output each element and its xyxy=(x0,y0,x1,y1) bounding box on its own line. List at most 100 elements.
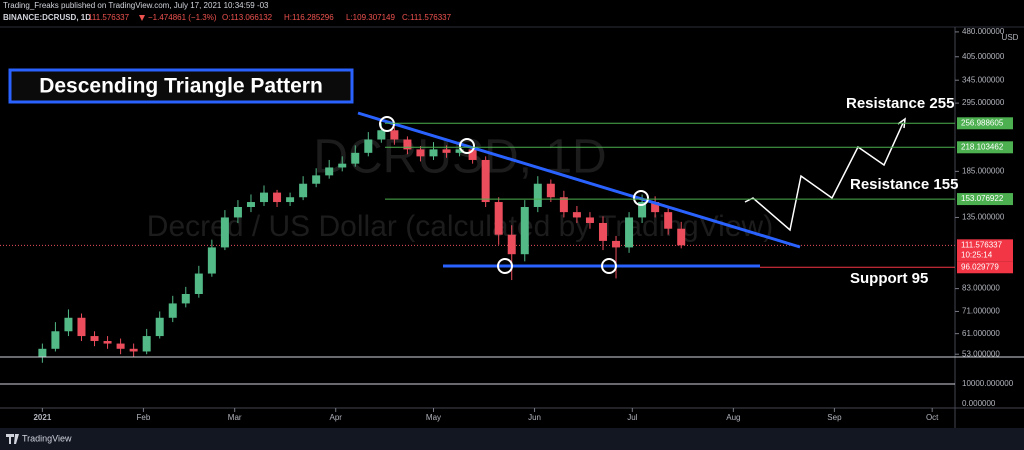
y-tick-label: 61.000000 xyxy=(962,329,1000,338)
level-label: 256.988605 xyxy=(961,118,1004,127)
level-label-bg xyxy=(957,141,1013,154)
level-label-bg xyxy=(957,261,1013,274)
high: H:116.285296 xyxy=(284,13,334,22)
candle-body xyxy=(299,183,308,198)
candle-body xyxy=(377,130,386,140)
chart-title: Descending Triangle Pattern xyxy=(39,75,323,98)
candle-body xyxy=(129,348,138,352)
level-label-bg xyxy=(957,117,1013,130)
candle-body xyxy=(77,317,86,337)
candle-body xyxy=(468,149,477,160)
candle-body xyxy=(168,303,177,318)
candle-body xyxy=(51,331,60,349)
brand: TradingView xyxy=(22,433,72,443)
level-label: 153.076922 xyxy=(961,194,1004,203)
y2-tick-label: 10000.000000 xyxy=(962,379,1014,388)
candle-body xyxy=(429,149,438,157)
projection-arrow xyxy=(897,117,906,129)
candle-body xyxy=(598,222,607,241)
candle-body xyxy=(364,139,373,153)
x-tick-label: 2021 xyxy=(33,413,51,422)
published: Trading_Freaks published on TradingView.… xyxy=(3,1,269,10)
y-tick-label: 53.000000 xyxy=(962,349,1000,358)
y-tick-label: 405.000000 xyxy=(962,52,1005,61)
down-arrow xyxy=(139,15,145,21)
candle-body xyxy=(559,197,568,213)
x-tick-label: Sep xyxy=(827,413,842,422)
x-tick-label: Jun xyxy=(528,413,541,422)
close: C:111.576337 xyxy=(402,13,452,22)
candle-body xyxy=(625,217,634,248)
logo xyxy=(6,434,19,444)
axis-unit: USD xyxy=(1002,33,1019,42)
candle-body xyxy=(103,341,112,344)
candle-body xyxy=(312,175,321,184)
candle-body xyxy=(651,202,660,213)
level-label: 96.029779 xyxy=(961,262,999,271)
y-tick-label: 71.000000 xyxy=(962,307,1000,316)
candle-body xyxy=(90,336,99,342)
last-price-bg xyxy=(957,239,1013,262)
x-tick-label: May xyxy=(426,413,441,422)
candle-body xyxy=(233,207,242,218)
title-box xyxy=(8,68,354,104)
candle-body xyxy=(455,149,464,153)
projection-path xyxy=(744,122,904,232)
candle-body xyxy=(416,149,425,157)
candle-body xyxy=(533,183,542,208)
candle-body xyxy=(507,234,516,255)
candle-body xyxy=(442,149,451,153)
symbol: BINANCE:DCRUSD, 1D xyxy=(3,13,91,22)
y-tick-label: 135.000000 xyxy=(962,213,1005,222)
candle-body xyxy=(638,202,647,218)
candle-body xyxy=(116,343,125,349)
candle-body xyxy=(220,217,229,248)
footer xyxy=(0,428,1024,450)
candle-body xyxy=(351,152,360,164)
level-label: 218.103462 xyxy=(961,142,1004,151)
x-tick-label: Mar xyxy=(228,413,242,422)
candle-body xyxy=(494,202,503,235)
candle-body xyxy=(246,202,255,208)
level-label-bg xyxy=(957,193,1013,206)
y-tick-label: 480.000000 xyxy=(962,27,1005,36)
open: O:113.066132 xyxy=(222,13,273,22)
candle-body xyxy=(260,192,269,203)
candle-body xyxy=(403,139,412,150)
last-price-label: 111.576337 xyxy=(961,240,1003,249)
low: L:109.307149 xyxy=(346,13,395,22)
candle-body xyxy=(520,207,529,255)
candle-body xyxy=(390,130,399,140)
price: 111.576337 xyxy=(88,13,130,22)
candle-body xyxy=(64,317,73,332)
candle-body xyxy=(155,317,164,337)
candle-body xyxy=(38,348,47,357)
candle-body xyxy=(546,183,555,198)
x-tick-label: Aug xyxy=(726,413,740,422)
candle-body xyxy=(207,247,216,274)
candle-body xyxy=(142,336,151,352)
candle-body xyxy=(194,273,203,294)
candle-body xyxy=(286,197,295,203)
y-tick-label: 295.000000 xyxy=(962,98,1005,107)
y-tick-label: 345.000000 xyxy=(962,75,1005,84)
candle-body xyxy=(273,192,282,203)
countdown: 10:25:14 xyxy=(961,250,993,259)
x-tick-label: Jul xyxy=(627,413,637,422)
candle-body xyxy=(181,293,190,304)
y-tick-label: 83.000000 xyxy=(962,284,1000,293)
annotation: Resistance 255 xyxy=(846,95,954,112)
candle-body xyxy=(677,228,686,246)
touch-points xyxy=(379,116,649,274)
candle-body xyxy=(325,167,334,176)
annotation: Support 95 xyxy=(850,270,928,287)
x-tick-label: Oct xyxy=(926,413,939,422)
candle-body xyxy=(664,212,673,229)
x-tick-label: Feb xyxy=(137,413,151,422)
x-tick-label: Apr xyxy=(329,413,342,422)
candle-body xyxy=(481,159,490,203)
candle-body xyxy=(585,217,594,223)
y2-tick-label: 0.000000 xyxy=(962,399,996,408)
